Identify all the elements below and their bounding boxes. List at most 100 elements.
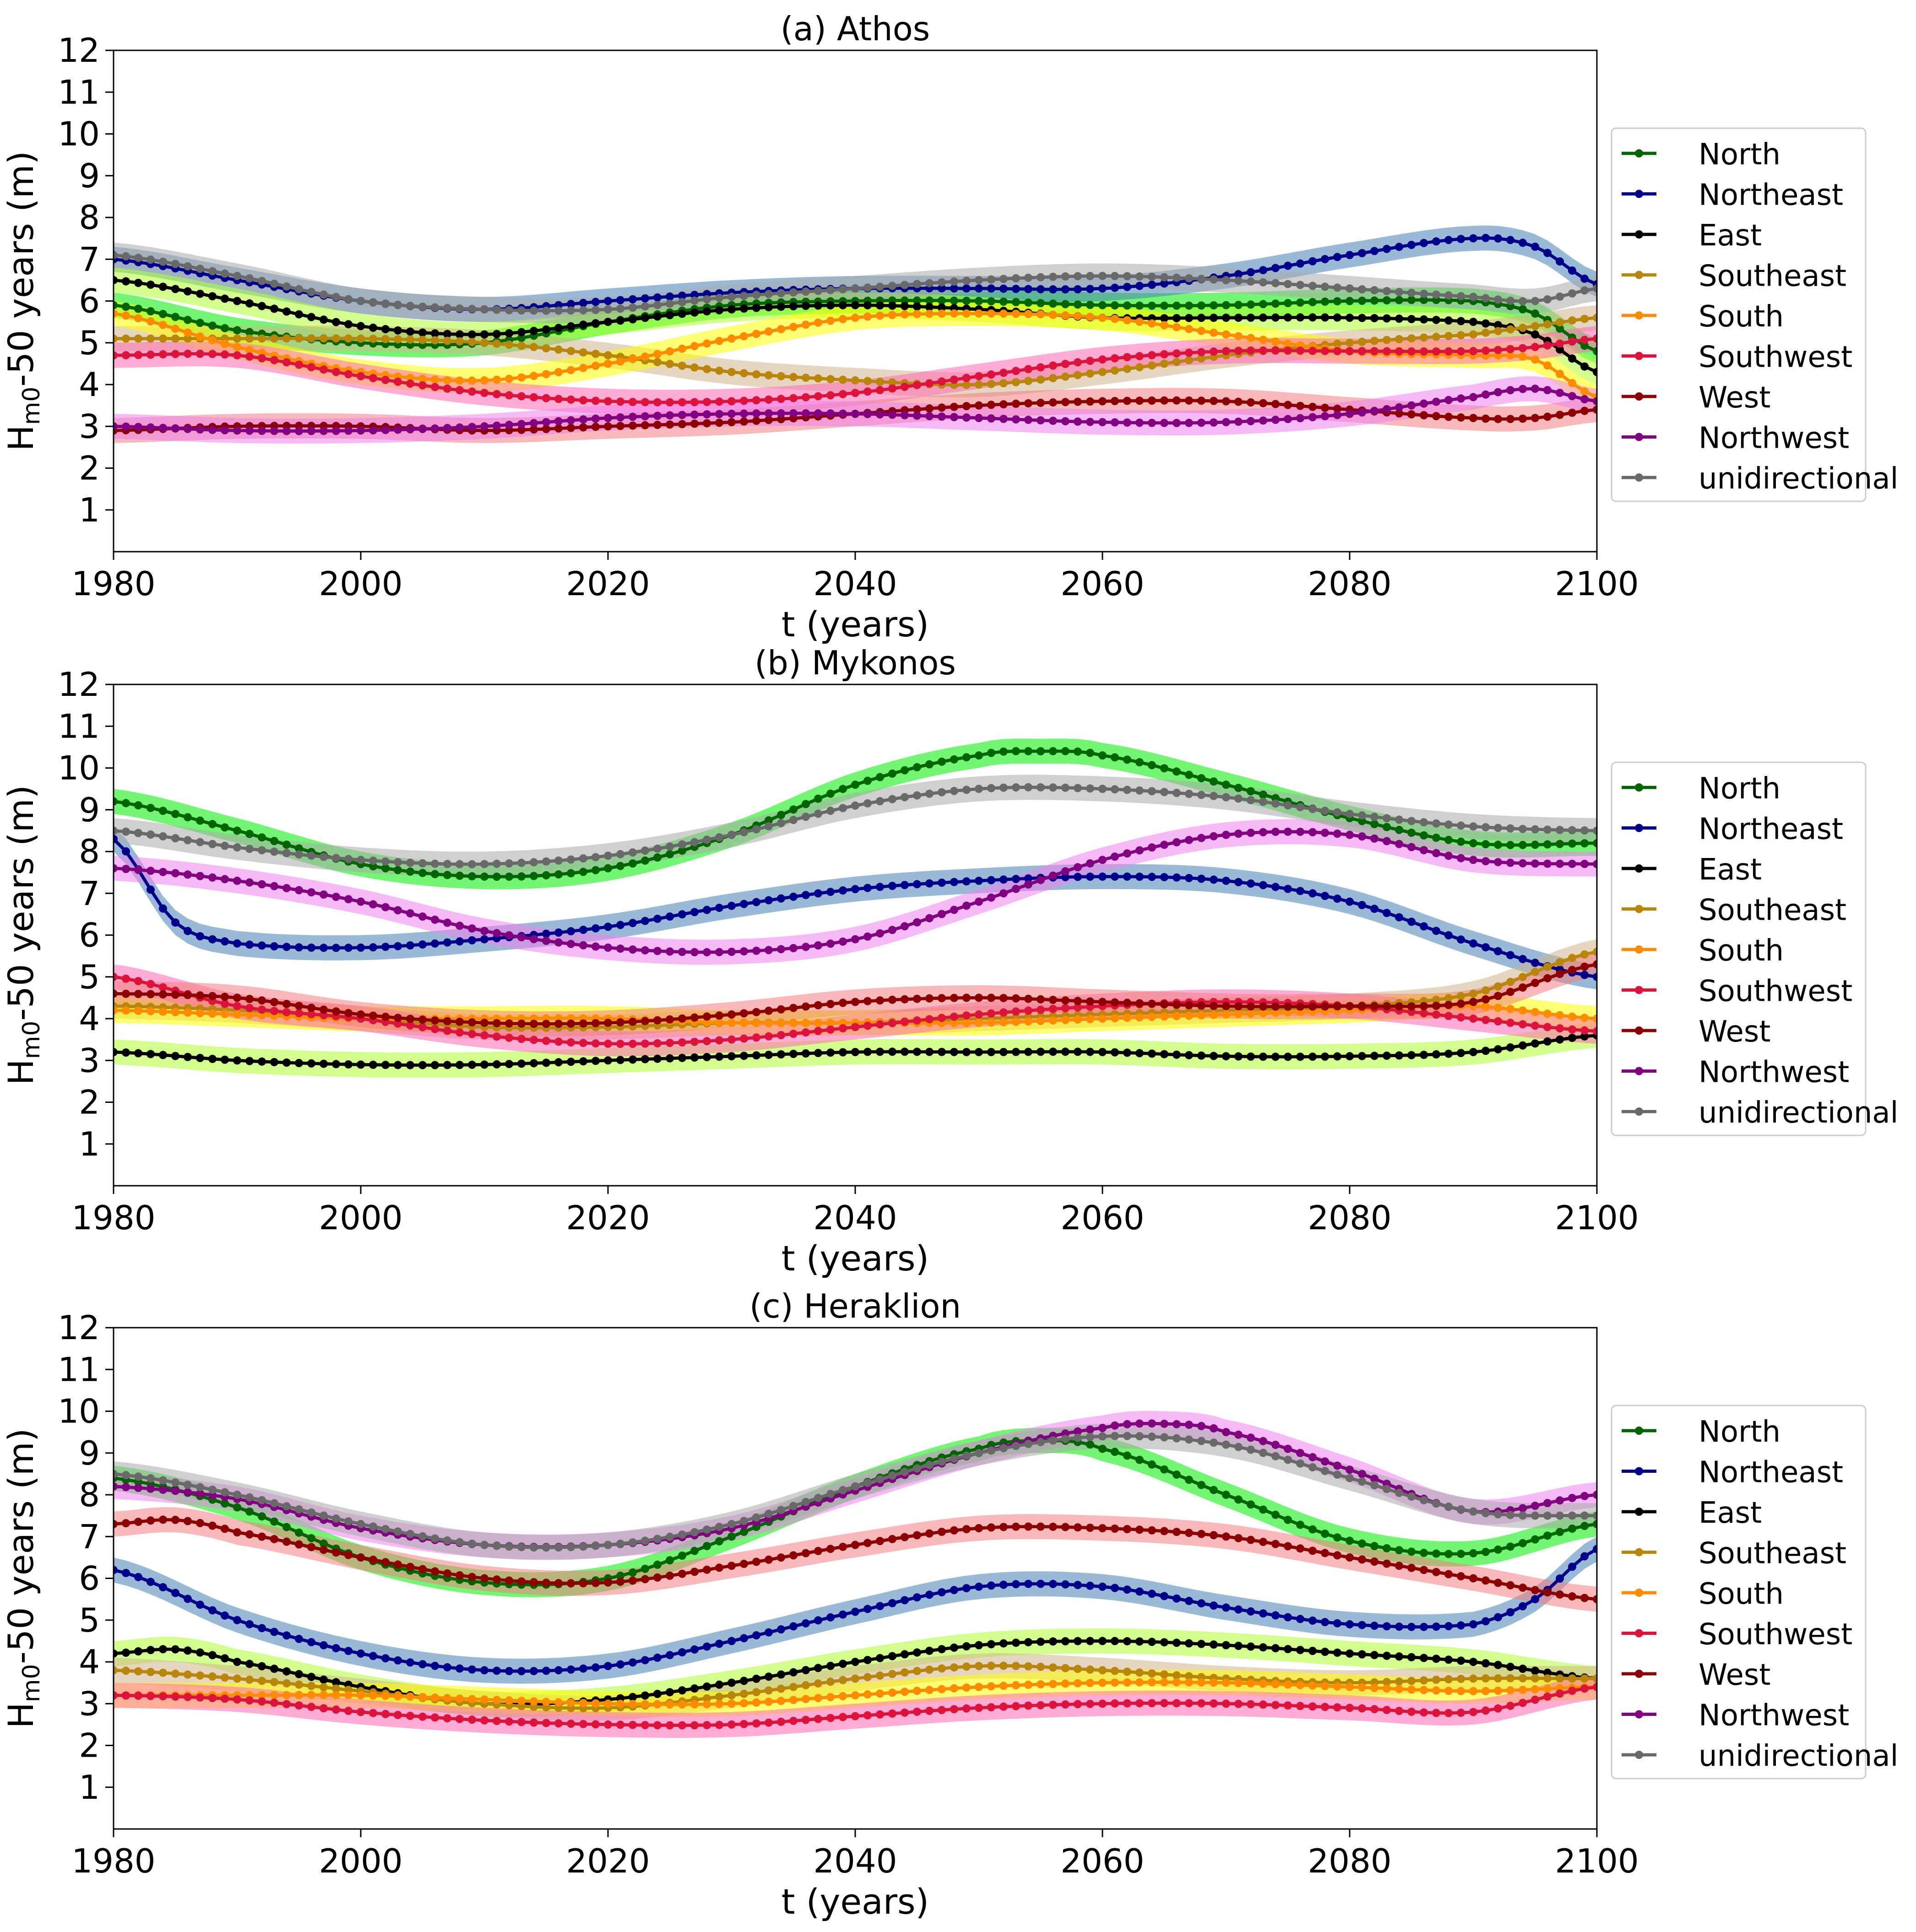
data-point	[653, 293, 662, 302]
data-point	[381, 426, 390, 434]
data-point	[913, 763, 921, 771]
data-point	[1494, 1579, 1502, 1587]
data-point	[653, 947, 662, 955]
data-point	[480, 422, 488, 431]
data-point	[456, 871, 464, 880]
y-tick-label: 8	[79, 832, 100, 871]
data-point	[802, 1619, 810, 1628]
data-point	[678, 1014, 686, 1023]
data-point	[567, 1020, 575, 1028]
data-point	[1074, 1581, 1082, 1589]
data-point	[690, 908, 699, 917]
data-point	[715, 336, 723, 345]
data-point	[1593, 314, 1597, 322]
data-point	[221, 294, 229, 303]
data-point	[1593, 960, 1597, 969]
data-point	[554, 1666, 563, 1675]
data-point	[1556, 1590, 1564, 1599]
data-point	[344, 944, 353, 952]
data-point	[208, 1694, 217, 1702]
data-point	[147, 307, 155, 315]
data-point	[839, 1542, 847, 1551]
data-point	[777, 1019, 785, 1027]
data-point	[307, 1672, 315, 1681]
data-point	[505, 1667, 513, 1676]
data-point	[418, 859, 427, 868]
data-point	[863, 1021, 872, 1030]
data-point	[913, 1667, 921, 1675]
data-point	[1185, 1435, 1193, 1444]
data-point	[1420, 315, 1428, 324]
data-point	[592, 1579, 600, 1587]
data-point	[1506, 1608, 1514, 1617]
data-point	[468, 936, 476, 944]
data-point	[1531, 859, 1539, 868]
x-tick-label: 2040	[813, 564, 897, 603]
data-point	[752, 330, 760, 338]
data-point	[1247, 346, 1255, 355]
data-point	[888, 301, 896, 310]
data-point	[1148, 873, 1156, 881]
data-point	[839, 301, 847, 309]
y-tick-label: 9	[79, 1434, 100, 1472]
data-point	[752, 946, 760, 955]
data-point	[184, 1053, 192, 1061]
data-point	[678, 344, 686, 353]
data-point	[925, 1590, 934, 1599]
data-point	[1259, 1449, 1267, 1457]
data-point	[1568, 1592, 1576, 1601]
data-point	[703, 419, 711, 428]
data-point	[320, 1691, 328, 1699]
data-point	[925, 1666, 934, 1674]
data-point	[703, 948, 711, 956]
data-point	[1432, 819, 1440, 828]
data-point	[1420, 1654, 1428, 1662]
data-point	[196, 1671, 204, 1680]
data-point	[1098, 301, 1107, 309]
data-point	[1346, 1474, 1354, 1482]
data-point	[789, 1502, 798, 1510]
data-point	[542, 929, 550, 938]
data-point	[221, 1499, 229, 1508]
data-point	[703, 1721, 711, 1730]
data-point	[406, 941, 414, 950]
data-point	[1123, 353, 1131, 362]
data-point	[901, 766, 909, 775]
data-point	[1259, 798, 1267, 806]
data-point	[1185, 790, 1193, 798]
data-point	[1457, 317, 1465, 326]
data-point	[196, 319, 204, 327]
data-point	[888, 1709, 896, 1718]
data-point	[1012, 378, 1020, 386]
data-point	[245, 830, 254, 838]
data-point	[357, 943, 365, 952]
data-point	[579, 364, 587, 372]
data-point	[1482, 1659, 1490, 1668]
data-point	[493, 330, 501, 338]
data-point	[950, 1454, 958, 1463]
data-point	[913, 1464, 921, 1473]
data-point	[1074, 417, 1082, 426]
data-point	[184, 287, 192, 296]
data-point	[307, 1508, 315, 1517]
data-point	[147, 280, 155, 289]
legend-label: West	[1699, 381, 1770, 415]
data-point	[418, 1023, 427, 1031]
data-point	[579, 854, 587, 863]
data-point	[1395, 913, 1403, 922]
legend-item-west: West	[1622, 1658, 1770, 1692]
legend-label: East	[1699, 1496, 1762, 1530]
data-point	[1123, 999, 1131, 1007]
data-point	[1580, 315, 1589, 323]
legend-marker	[1635, 824, 1643, 832]
data-point	[1037, 995, 1045, 1004]
data-point	[727, 1010, 736, 1019]
data-point	[1098, 355, 1107, 364]
data-point	[678, 1648, 686, 1657]
data-point	[851, 301, 859, 309]
data-point	[863, 301, 872, 309]
data-point	[1234, 1699, 1243, 1708]
data-point	[999, 875, 1008, 884]
data-point	[171, 1669, 179, 1678]
data-point	[789, 944, 798, 952]
